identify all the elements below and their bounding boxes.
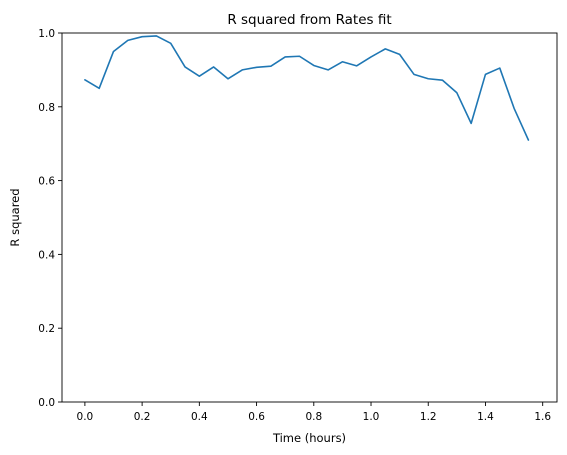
y-tick-label: 0.8 (38, 102, 55, 114)
x-tick-label: 0.4 (191, 411, 208, 423)
x-tick-label: 0.0 (77, 411, 94, 423)
x-tick-label: 1.0 (363, 411, 380, 423)
y-tick-label: 0.4 (38, 249, 55, 261)
x-axis-label: Time (hours) (272, 431, 346, 445)
x-tick-label: 1.6 (534, 411, 551, 423)
x-axis-ticks: 0.0 0.2 0.4 0.6 0.8 1.0 1.2 1.4 1.6 (77, 402, 551, 423)
y-axis-ticks: 0.0 0.2 0.4 0.6 0.8 1.0 (38, 28, 62, 409)
x-tick-label: 0.6 (248, 411, 265, 423)
x-tick-label: 1.2 (420, 411, 437, 423)
y-tick-label: 1.0 (38, 28, 55, 40)
data-marks (84, 35, 530, 141)
x-tick-label: 0.2 (134, 411, 151, 423)
y-tick-label: 0.0 (38, 397, 55, 409)
y-axis-label: R squared (8, 188, 22, 246)
x-tick-label: 0.8 (305, 411, 322, 423)
y-tick-label: 0.6 (38, 176, 55, 188)
series-line (84, 35, 530, 141)
axes-frame (61, 32, 558, 403)
x-tick-label: 1.4 (477, 411, 494, 423)
y-tick-label: 0.2 (38, 323, 55, 335)
chart-title: R squared from Rates fit (227, 12, 391, 28)
